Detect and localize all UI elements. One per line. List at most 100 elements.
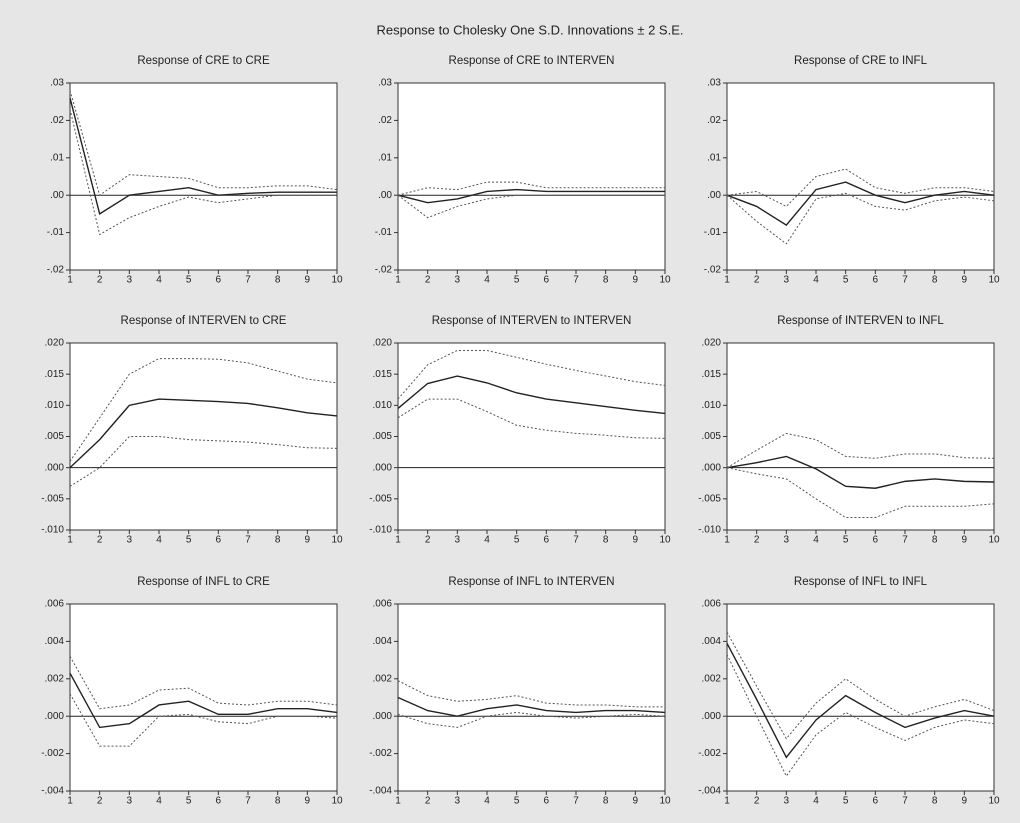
- y-tick-label: .01: [378, 152, 392, 163]
- x-tick-label: 2: [97, 796, 103, 807]
- x-tick-label: 3: [455, 535, 461, 546]
- y-tick-label: .020: [373, 338, 393, 349]
- y-tick-label: .00: [378, 190, 392, 201]
- y-tick-label: .02: [378, 115, 392, 126]
- y-tick-label: .00: [707, 190, 721, 201]
- x-tick-label: 9: [633, 796, 639, 807]
- x-tick-label: 1: [67, 796, 73, 807]
- x-tick-label: 4: [813, 275, 819, 286]
- x-tick-label: 2: [425, 275, 431, 286]
- y-tick-label: -.005: [41, 493, 64, 504]
- x-tick-label: 10: [659, 275, 671, 286]
- response-line: [69, 398, 338, 469]
- x-tick-label: 8: [603, 275, 609, 286]
- y-tick-label: .015: [702, 369, 722, 380]
- x-tick-label: 1: [395, 796, 401, 807]
- panel-title: Response of INTERVEN to INFL: [777, 315, 944, 327]
- response-line: [397, 375, 666, 415]
- y-tick-label: .01: [50, 152, 64, 163]
- x-tick-label: 4: [484, 275, 490, 286]
- x-tick-label: 8: [275, 796, 281, 807]
- panel-title: Response of CRE to CRE: [137, 55, 270, 67]
- x-tick-label: 1: [724, 535, 730, 546]
- x-tick-label: 9: [305, 796, 311, 807]
- x-tick-label: 3: [127, 796, 133, 807]
- x-tick-label: 3: [784, 796, 790, 807]
- x-tick-label: 4: [156, 275, 162, 286]
- y-tick-label: -.004: [41, 786, 64, 797]
- y-tick-label: .000: [702, 462, 722, 473]
- panel-title: Response of INTERVEN to CRE: [121, 315, 287, 327]
- y-tick-label: .000: [702, 711, 722, 722]
- y-tick-label: .006: [702, 599, 722, 610]
- y-tick-label: -.005: [369, 493, 392, 504]
- y-tick-label: -.01: [47, 227, 65, 238]
- band-line: [726, 168, 995, 208]
- y-tick-label: .002: [702, 673, 722, 684]
- y-tick-label: .000: [45, 462, 65, 473]
- y-tick-label: .006: [45, 599, 65, 610]
- plot-area: [726, 342, 995, 531]
- band-line: [69, 693, 338, 747]
- band-line: [726, 631, 995, 740]
- response-line: [397, 188, 665, 204]
- x-tick-label: 10: [988, 275, 1000, 286]
- y-tick-label: .004: [702, 636, 722, 647]
- band-line: [69, 109, 337, 236]
- x-tick-label: 6: [216, 275, 222, 286]
- y-tick-label: .004: [373, 636, 393, 647]
- x-tick-label: 4: [484, 796, 490, 807]
- x-tick-label: 7: [902, 535, 908, 546]
- y-tick-label: .005: [702, 431, 722, 442]
- x-tick-label: 2: [425, 796, 431, 807]
- response-line: [69, 97, 337, 216]
- x-tick-label: 9: [962, 275, 968, 286]
- x-tick-label: 1: [395, 275, 401, 286]
- x-tick-label: 9: [962, 796, 968, 807]
- x-tick-label: 7: [245, 535, 251, 546]
- y-tick-label: .015: [45, 369, 65, 380]
- x-tick-label: 4: [813, 535, 819, 546]
- band-line: [726, 192, 995, 245]
- x-tick-label: 8: [932, 796, 938, 807]
- x-tick-label: 2: [754, 796, 760, 807]
- x-tick-label: 6: [216, 796, 222, 807]
- x-tick-label: 6: [873, 275, 879, 286]
- x-tick-label: 2: [425, 535, 431, 546]
- x-tick-label: 5: [843, 535, 849, 546]
- panel-title: Response of CRE to INFL: [794, 55, 928, 67]
- y-tick-label: .010: [45, 400, 65, 411]
- x-tick-label: 9: [305, 535, 311, 546]
- x-tick-label: 7: [245, 275, 251, 286]
- y-tick-label: -.02: [704, 265, 722, 276]
- y-tick-label: .03: [707, 78, 721, 89]
- x-tick-label: 1: [395, 535, 401, 546]
- y-tick-label: .02: [50, 115, 64, 126]
- x-tick-label: 10: [331, 275, 343, 286]
- plot-area: [397, 342, 666, 531]
- plot-area: [69, 603, 338, 792]
- y-tick-label: .020: [45, 338, 65, 349]
- y-tick-label: .03: [50, 78, 64, 89]
- x-tick-label: 7: [573, 275, 579, 286]
- y-tick-label: -.002: [698, 748, 721, 759]
- x-tick-label: 10: [331, 796, 343, 807]
- y-tick-label: -.002: [369, 748, 392, 759]
- panel-title: Response of INFL to CRE: [137, 576, 270, 588]
- x-tick-label: 5: [514, 275, 520, 286]
- x-tick-label: 6: [873, 535, 879, 546]
- x-tick-label: 3: [455, 796, 461, 807]
- x-tick-label: 4: [156, 535, 162, 546]
- x-tick-label: 7: [573, 535, 579, 546]
- y-tick-label: -.004: [369, 786, 392, 797]
- band-line: [726, 467, 995, 519]
- y-tick-label: -.02: [375, 265, 393, 276]
- response-line: [397, 696, 666, 717]
- y-tick-label: .010: [702, 400, 722, 411]
- band-line: [69, 436, 338, 487]
- y-tick-label: -.01: [704, 227, 722, 238]
- y-tick-label: .010: [373, 400, 393, 411]
- x-tick-label: 7: [902, 796, 908, 807]
- x-tick-label: 3: [455, 275, 461, 286]
